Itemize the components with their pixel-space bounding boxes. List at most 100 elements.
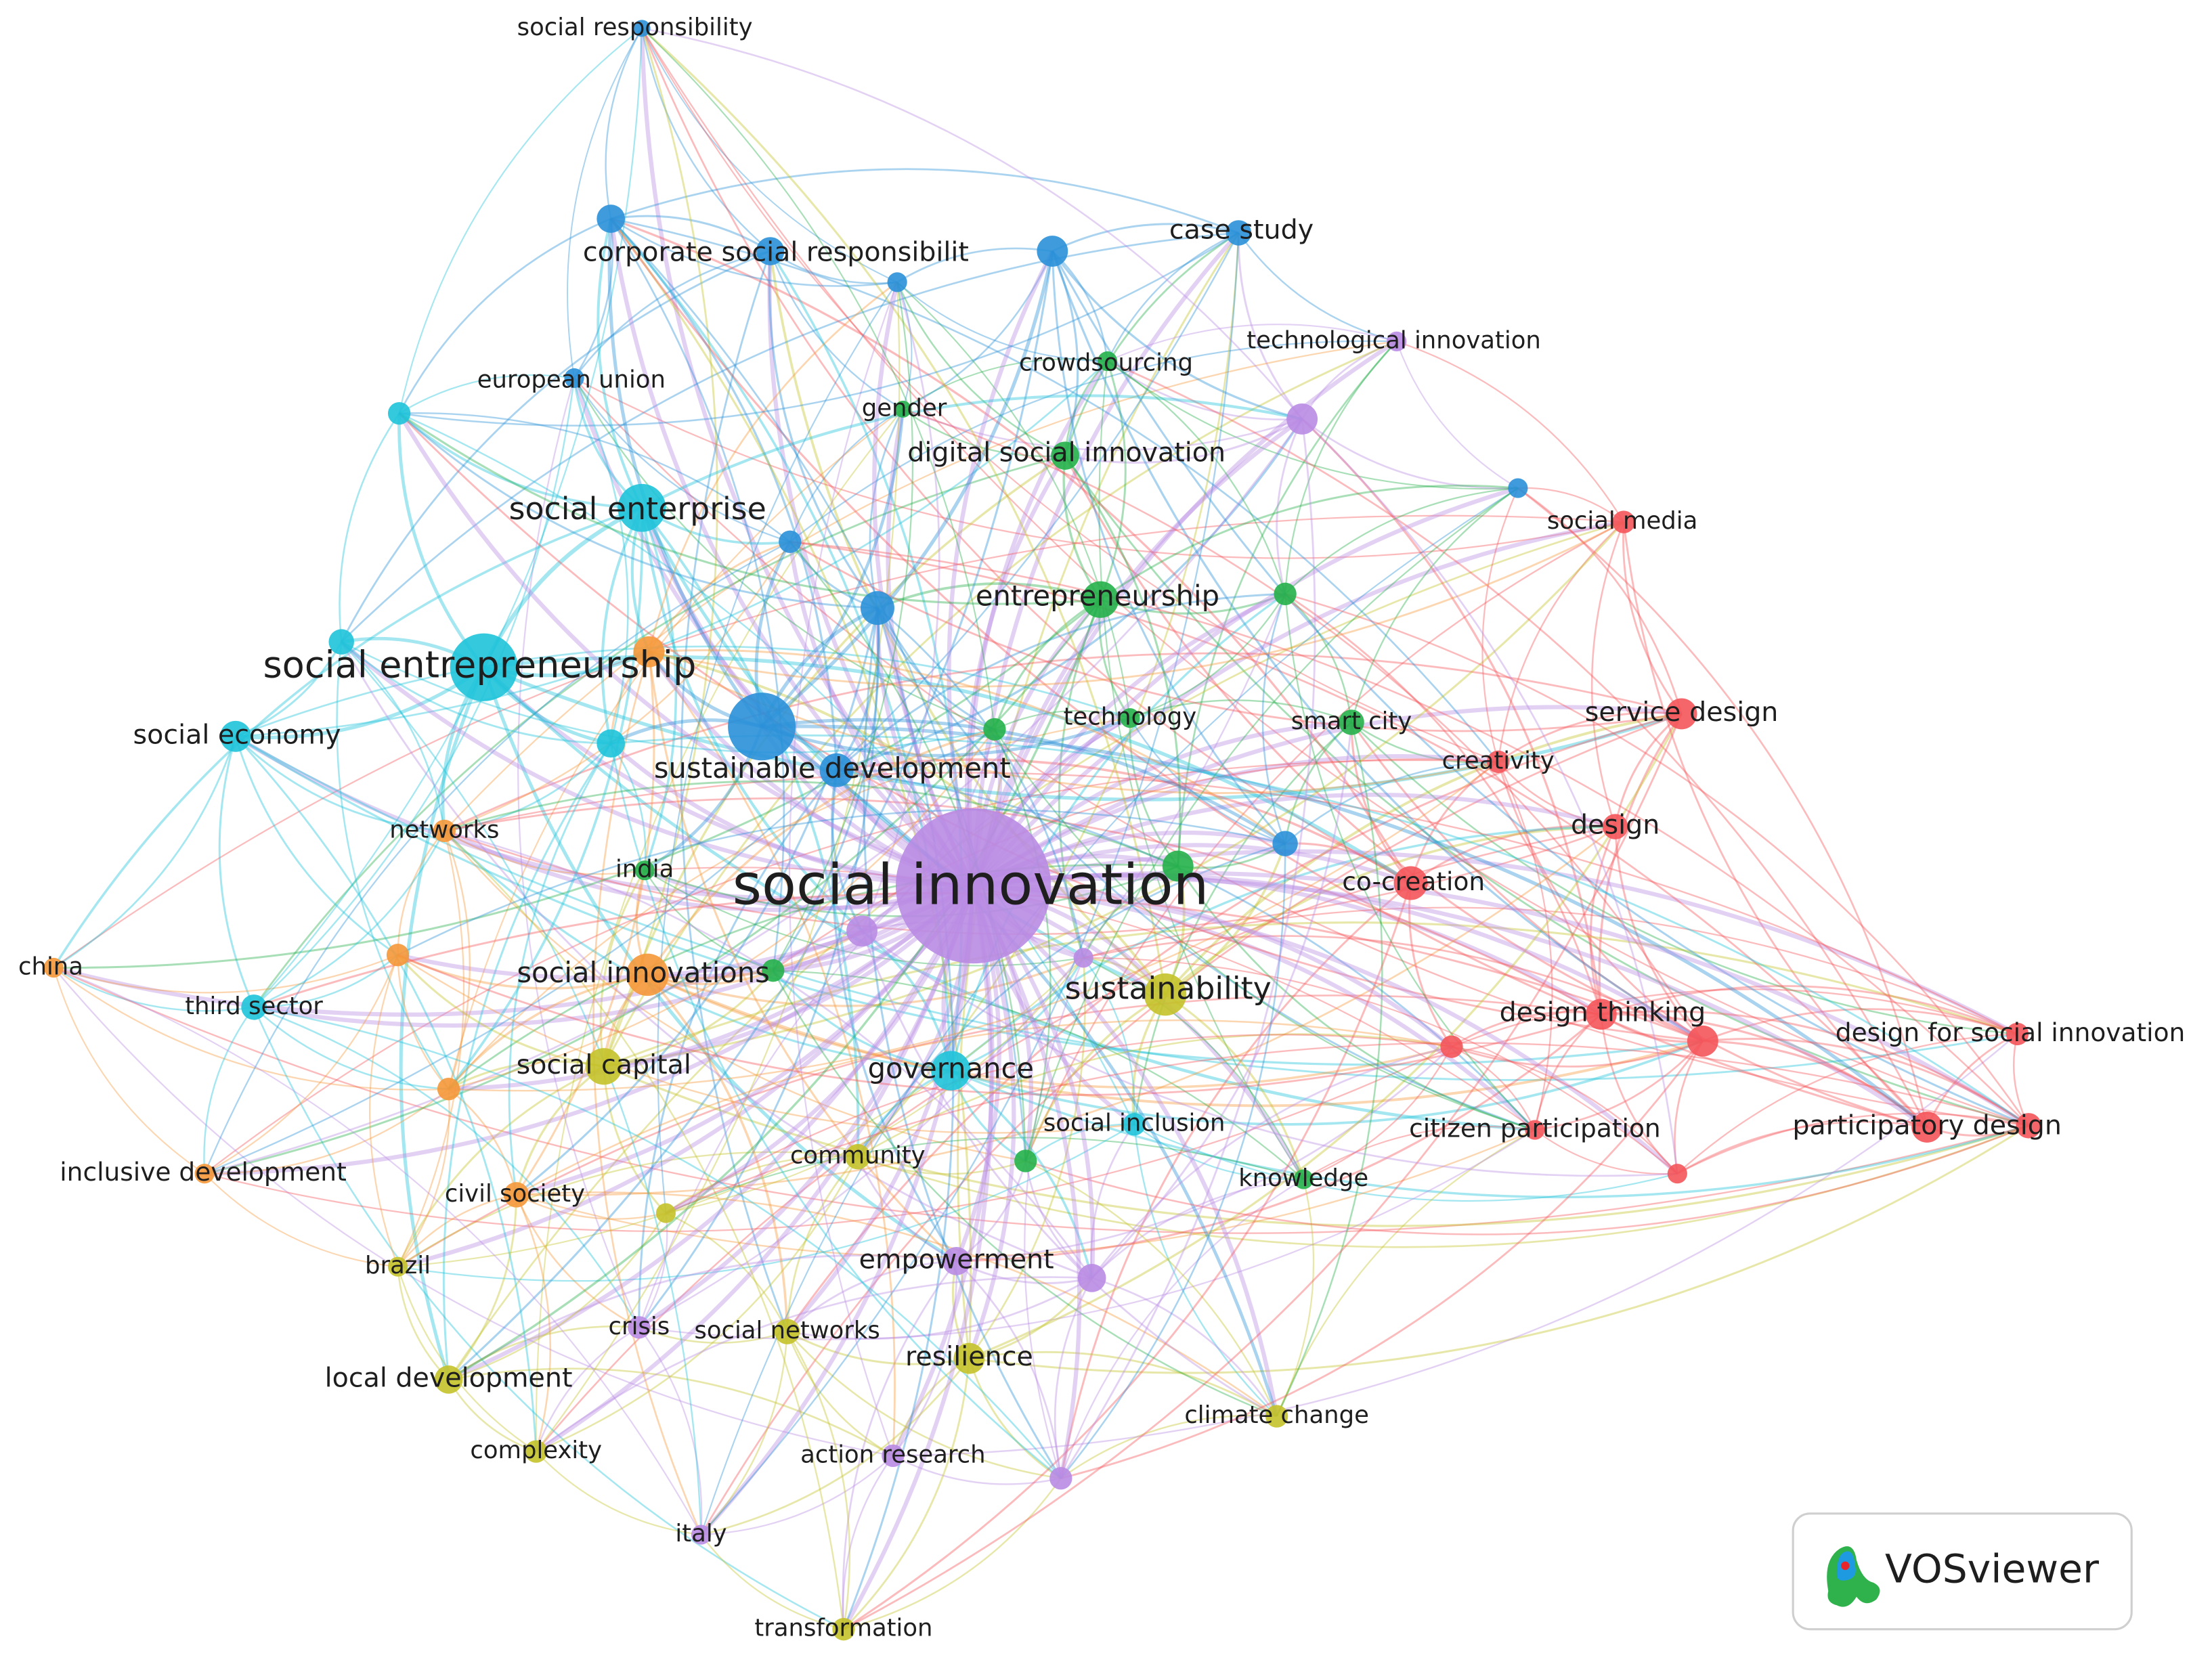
edge <box>1024 487 1519 1162</box>
edge <box>1051 250 1286 845</box>
edge <box>397 1065 605 1267</box>
node-label: resilience <box>905 1341 1033 1372</box>
edge <box>609 218 1928 1128</box>
edge <box>448 885 976 1382</box>
node-label: sustainable development <box>654 751 1011 785</box>
node <box>1049 1467 1072 1490</box>
node <box>845 1143 871 1170</box>
edge <box>204 1172 398 1268</box>
edge <box>53 967 894 1457</box>
edge <box>397 1123 1135 1282</box>
node-label: complexity <box>470 1437 602 1464</box>
edge <box>950 1040 1704 1126</box>
edge <box>1133 1123 1678 1202</box>
node <box>634 860 655 881</box>
edge <box>836 728 995 772</box>
node-label: corporate social responsibilit <box>583 237 969 268</box>
edge <box>701 1357 970 1536</box>
edge <box>1025 1160 1278 1417</box>
edge <box>443 830 471 1090</box>
edge <box>1410 825 1615 884</box>
edge <box>971 339 1398 887</box>
edge <box>1534 1013 1602 1131</box>
node <box>433 819 456 843</box>
edge <box>769 250 898 284</box>
node-label: crisis <box>609 1313 670 1340</box>
edge <box>1351 722 2018 1035</box>
edge <box>969 1124 2029 1374</box>
node <box>1286 403 1318 435</box>
edge <box>340 640 974 888</box>
edge <box>397 412 974 888</box>
edge <box>339 412 400 642</box>
vosviewer-logo: VOSviewer <box>1792 1512 2133 1631</box>
edge <box>857 1124 2029 1248</box>
edge <box>610 215 771 253</box>
edge <box>843 713 1683 1630</box>
edge <box>786 1331 894 1457</box>
edge <box>235 665 485 740</box>
node <box>1387 331 1407 351</box>
edge <box>1106 360 1518 490</box>
edge <box>842 607 955 1630</box>
edge <box>1350 722 1412 884</box>
edge <box>957 232 1240 1359</box>
edge <box>508 743 612 1196</box>
edge <box>515 607 879 1196</box>
edge <box>969 1351 1278 1418</box>
node <box>597 729 626 758</box>
edge <box>397 831 465 1267</box>
edge <box>902 408 1066 458</box>
edge <box>641 28 1499 763</box>
edge <box>665 1042 2029 1214</box>
node <box>1226 220 1252 246</box>
edge <box>1351 721 1498 764</box>
edge <box>641 507 860 1157</box>
edge <box>573 378 629 744</box>
node-label: co-creation <box>1342 867 1485 896</box>
node-label: social enterprise <box>509 490 766 527</box>
node-label: social responsibility <box>517 14 753 41</box>
edge <box>1303 1125 1536 1180</box>
edge <box>1926 1033 2018 1128</box>
edge <box>443 830 951 1072</box>
edge <box>700 232 1240 1535</box>
edge <box>573 377 791 543</box>
edge <box>483 666 1536 1132</box>
edge <box>773 969 1304 1180</box>
edge <box>1100 484 1519 600</box>
node-label: china <box>18 952 83 980</box>
edge <box>1284 341 1397 594</box>
edge <box>891 885 995 1457</box>
node-label: european union <box>477 366 666 394</box>
edge <box>53 967 205 1175</box>
node <box>1911 1112 1943 1143</box>
edge <box>340 641 1093 1279</box>
edge <box>857 1156 1026 1175</box>
node-label: entrepreneurship <box>976 579 1219 613</box>
edge <box>1129 718 1179 867</box>
edge <box>443 830 845 1629</box>
edge <box>448 1088 517 1196</box>
node <box>1014 1149 1037 1172</box>
edge <box>53 514 1624 969</box>
node <box>1393 866 1428 900</box>
node-label: design <box>1571 810 1660 841</box>
edge <box>1060 1040 1704 1480</box>
edge <box>336 642 450 1090</box>
edge <box>1702 1040 1928 1128</box>
edge <box>599 869 646 1067</box>
node <box>434 1365 463 1394</box>
node <box>931 1051 971 1091</box>
edge <box>973 873 1704 1043</box>
edge <box>641 27 1167 995</box>
edge <box>1284 721 1352 844</box>
edge <box>253 378 576 1008</box>
edge <box>1601 1013 1928 1128</box>
node <box>896 808 1051 964</box>
node <box>1144 973 1187 1016</box>
edge <box>603 341 1397 1068</box>
edge <box>973 873 1603 1016</box>
edge <box>969 1277 1093 1360</box>
edge <box>973 883 1537 1132</box>
